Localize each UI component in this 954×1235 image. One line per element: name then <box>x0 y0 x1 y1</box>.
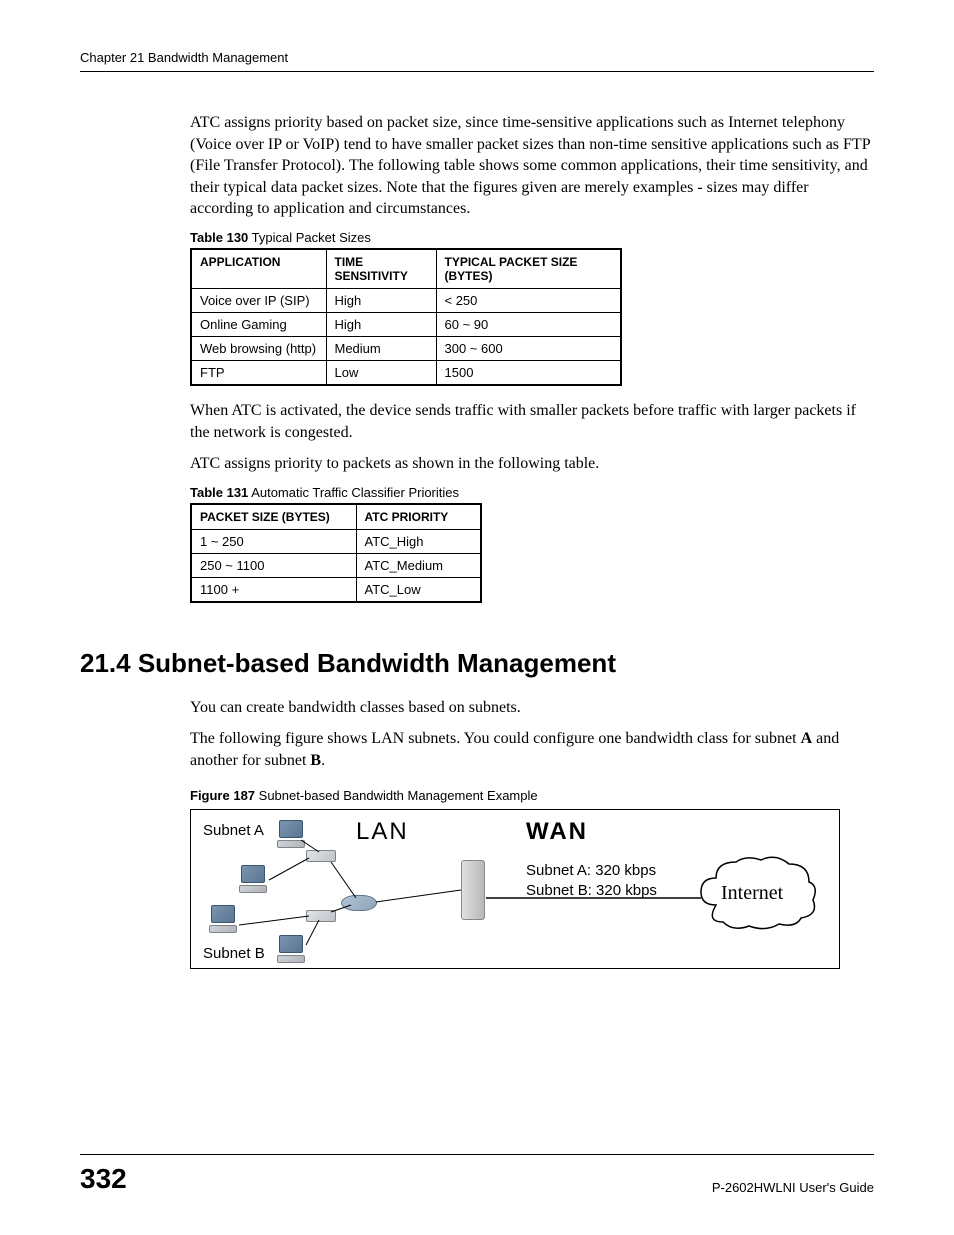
table-cell: Online Gaming <box>191 312 326 336</box>
table-cell: High <box>326 312 436 336</box>
figure-187-caption: Figure 187 Subnet-based Bandwidth Manage… <box>190 788 874 803</box>
table-cell: 250 ~ 1100 <box>191 553 356 577</box>
table-cell: 300 ~ 600 <box>436 336 621 360</box>
para2-bold2: B <box>310 752 321 769</box>
table-header: TYPICAL PACKET SIZE (BYTES) <box>436 249 621 289</box>
section-para2: The following figure shows LAN subnets. … <box>190 728 874 771</box>
table-header: ATC PRIORITY <box>356 504 481 530</box>
table-cell: Low <box>326 360 436 385</box>
section-heading: 21.4 Subnet-based Bandwidth Management <box>80 648 874 679</box>
table-row: Online GamingHigh60 ~ 90 <box>191 312 621 336</box>
table-131-caption-num: Table 131 <box>190 485 248 500</box>
table-row: 1 ~ 250ATC_High <box>191 529 481 553</box>
header-rule <box>80 71 874 72</box>
table-row: Web browsing (http)Medium300 ~ 600 <box>191 336 621 360</box>
figure-187-caption-text: Subnet-based Bandwidth Management Exampl… <box>255 788 538 803</box>
table-row: 1100 +ATC_Low <box>191 577 481 602</box>
table-131-caption: Table 131 Automatic Traffic Classifier P… <box>190 485 874 500</box>
content-area: ATC assigns priority based on packet siz… <box>190 112 874 969</box>
table-131-caption-text: Automatic Traffic Classifier Priorities <box>248 485 459 500</box>
table-cell: FTP <box>191 360 326 385</box>
guide-name: P-2602HWLNI User's Guide <box>712 1180 874 1195</box>
para2-suffix: . <box>321 752 325 769</box>
table-header: TIME SENSITIVITY <box>326 249 436 289</box>
table-cell: Voice over IP (SIP) <box>191 288 326 312</box>
table-130-caption-text: Typical Packet Sizes <box>248 230 371 245</box>
table-header: APPLICATION <box>191 249 326 289</box>
para2-bold1: A <box>801 730 813 747</box>
intro-paragraph: ATC assigns priority based on packet siz… <box>190 112 874 220</box>
table-cell: < 250 <box>436 288 621 312</box>
table-row: Voice over IP (SIP)High< 250 <box>191 288 621 312</box>
table-cell: ATC_Low <box>356 577 481 602</box>
table-cell: ATC_Medium <box>356 553 481 577</box>
internet-cloud: Internet <box>691 850 821 935</box>
table-header: PACKET SIZE (BYTES) <box>191 504 356 530</box>
page-number: 332 <box>80 1163 127 1195</box>
internet-label: Internet <box>721 882 783 905</box>
table-cell: High <box>326 288 436 312</box>
table-cell: 1100 + <box>191 577 356 602</box>
table-130: APPLICATIONTIME SENSITIVITYTYPICAL PACKE… <box>190 248 622 386</box>
table-row: 250 ~ 1100ATC_Medium <box>191 553 481 577</box>
footer-rule <box>80 1154 874 1155</box>
table-cell: 1500 <box>436 360 621 385</box>
para2-prefix: The following figure shows LAN subnets. … <box>190 730 801 747</box>
network-diagram: Subnet A Subnet B LAN WAN Subnet A: 320 … <box>190 809 840 969</box>
table-130-caption: Table 130 Typical Packet Sizes <box>190 230 874 245</box>
para-after-t130: When ATC is activated, the device sends … <box>190 400 874 443</box>
table-cell: ATC_High <box>356 529 481 553</box>
chapter-header: Chapter 21 Bandwidth Management <box>80 50 874 65</box>
section-para1: You can create bandwidth classes based o… <box>190 697 874 719</box>
page-footer: 332 P-2602HWLNI User's Guide <box>80 1154 874 1195</box>
table-cell: Medium <box>326 336 436 360</box>
table-131: PACKET SIZE (BYTES)ATC PRIORITY1 ~ 250AT… <box>190 503 482 603</box>
table-cell: 1 ~ 250 <box>191 529 356 553</box>
table-130-caption-num: Table 130 <box>190 230 248 245</box>
table-cell: Web browsing (http) <box>191 336 326 360</box>
para-before-t131: ATC assigns priority to packets as shown… <box>190 453 874 475</box>
figure-187-caption-num: Figure 187 <box>190 788 255 803</box>
table-cell: 60 ~ 90 <box>436 312 621 336</box>
table-row: FTPLow1500 <box>191 360 621 385</box>
